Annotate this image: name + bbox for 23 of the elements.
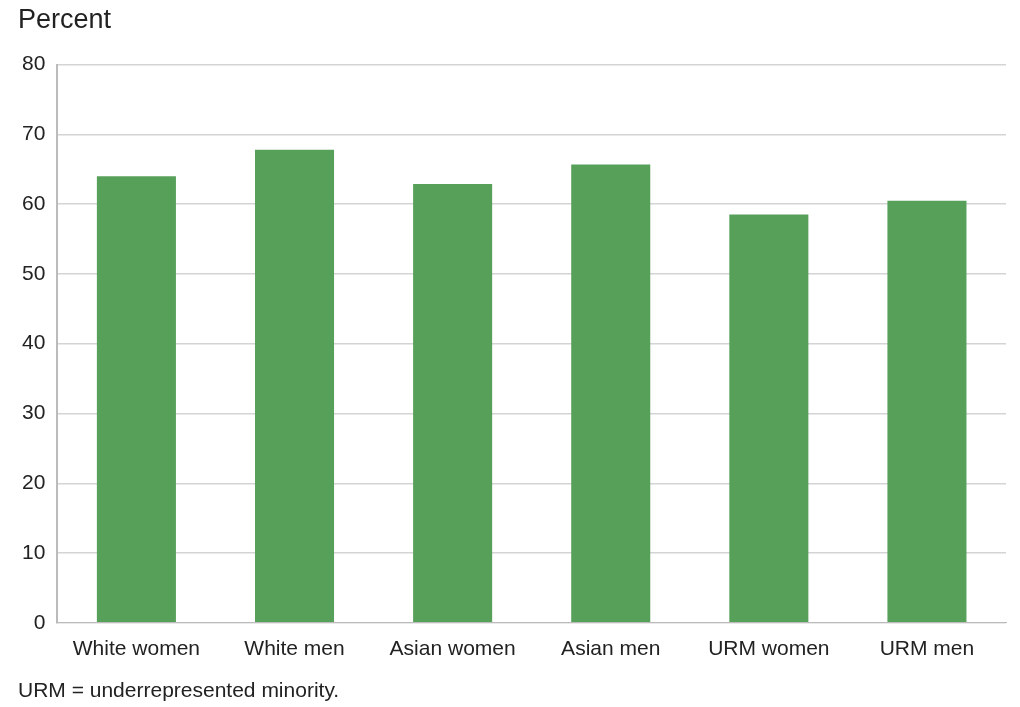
x-tick-label: Asian men xyxy=(561,636,661,660)
bar xyxy=(413,183,493,623)
y-tick-label: 40 xyxy=(22,330,46,354)
y-tick-label: 80 xyxy=(22,51,46,75)
x-tick-label: URM men xyxy=(879,636,975,660)
y-tick-label: 60 xyxy=(22,190,46,214)
y-tick-label: 70 xyxy=(22,121,46,145)
y-tick-label: 0 xyxy=(33,609,46,633)
bar xyxy=(571,164,651,623)
bar xyxy=(887,200,967,623)
x-tick-label: White men xyxy=(244,636,345,660)
text: URM = underrepresented minority. xyxy=(18,678,340,702)
x-tick-label: White women xyxy=(72,636,201,660)
bar xyxy=(96,176,176,623)
bar xyxy=(254,149,335,623)
bar xyxy=(729,214,809,623)
y-tick-label: 50 xyxy=(22,260,46,284)
y-tick-label: 20 xyxy=(22,470,46,494)
y-axis-title: Percent xyxy=(18,4,112,35)
x-tick-label: Asian women xyxy=(389,636,516,660)
x-tick-label: URM women xyxy=(708,636,830,660)
y-tick-label: 10 xyxy=(22,539,46,563)
y-tick-label: 30 xyxy=(22,400,46,424)
